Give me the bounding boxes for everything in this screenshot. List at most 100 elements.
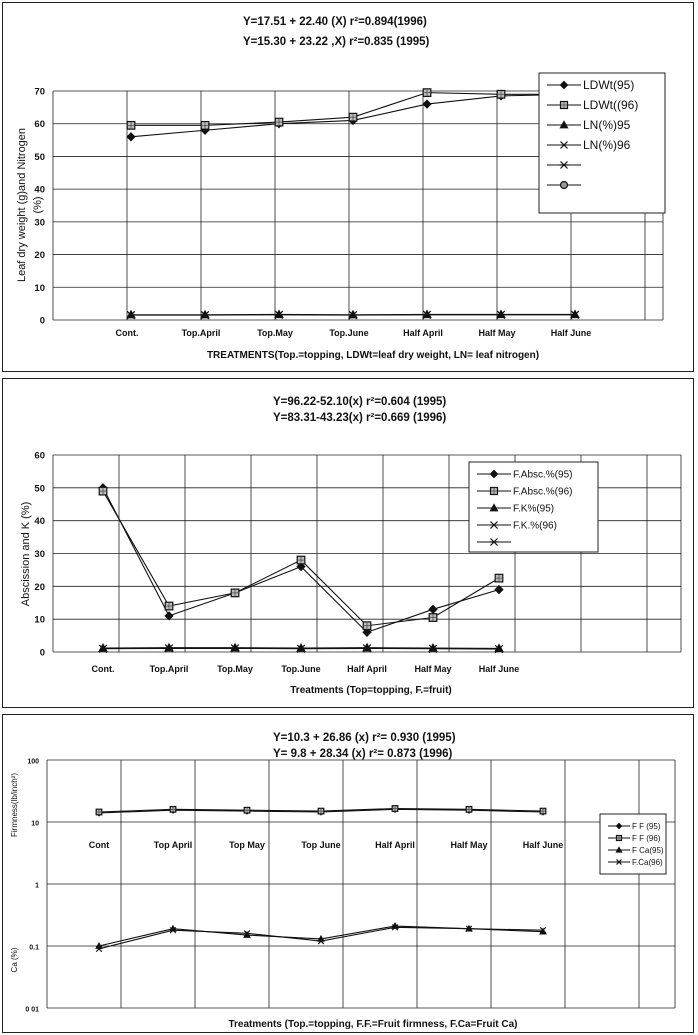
data-point xyxy=(428,643,438,652)
y-tick-label: 30 xyxy=(34,217,45,228)
data-point xyxy=(494,573,504,583)
data-point xyxy=(465,925,473,932)
x-tick-label: Half June xyxy=(551,328,592,338)
y-tick-label: 50 xyxy=(34,483,45,494)
data-point xyxy=(126,132,136,142)
y-tick-label: 20 xyxy=(34,582,45,593)
data-point xyxy=(362,642,372,652)
data-point xyxy=(98,486,108,496)
y-tick-label: 20 xyxy=(34,250,45,261)
data-point xyxy=(539,926,547,934)
data-point xyxy=(200,310,210,320)
data-point xyxy=(243,806,251,814)
data-point xyxy=(98,644,108,653)
data-point xyxy=(428,604,438,614)
y-axis-label: Leaf dry weight (g)and Nitrogen xyxy=(16,128,28,282)
y-axis-label-group: Leaf dry weight (g)and Nitrogen (%) xyxy=(16,128,44,282)
data-point xyxy=(95,945,103,953)
legend-marker xyxy=(490,521,498,529)
data-point xyxy=(465,805,473,813)
data-point xyxy=(274,117,284,127)
firmness-calcium-chart-panel: Y=10.3 + 26.86 (x) r²= 0.930 (1995) Y= 9.… xyxy=(2,714,694,1033)
legend-marker xyxy=(559,161,569,169)
leaf-weight-nitrogen-chart: Y=17.51 + 22.40 (X) r²=0.894(1996) Y=15.3… xyxy=(16,16,666,361)
x-tick-label: Top.June xyxy=(281,664,320,674)
x-tick-label: Half June xyxy=(523,840,564,850)
x-tick-label: Half April xyxy=(347,664,387,674)
legend-label: F F (96) xyxy=(632,834,661,843)
data-point xyxy=(496,310,506,319)
y-tick-label: 0 xyxy=(40,316,45,327)
y-tick-label: 10 xyxy=(34,615,45,626)
data-point xyxy=(126,120,136,130)
x-tick-label: Top June xyxy=(301,840,340,850)
legend-marker xyxy=(615,822,623,830)
x-axis-label: TREATMENTS(Top.=topping, LDWt=leaf dry w… xyxy=(207,350,539,361)
regression-equation: Y= 9.8 + 28.34 (x) r²= 0.873 (1996) xyxy=(273,748,452,760)
abscission-potassium-chart-panel: Y=96.22-52.10(x) r²=0.604 (1995) Y=83.31-… xyxy=(2,378,694,708)
data-point xyxy=(98,643,108,652)
y-tick-label: 1 xyxy=(35,883,39,890)
legend-label: F Ca(95) xyxy=(632,846,664,855)
y-axis-label-unit: (%) xyxy=(32,196,44,213)
y-tick-label: 30 xyxy=(34,549,45,560)
data-point xyxy=(164,601,174,611)
data-point xyxy=(126,310,136,320)
y-tick-label: 40 xyxy=(34,516,45,527)
data-point xyxy=(200,120,210,130)
regression-equation: Y=10.3 + 26.86 (x) r²= 0.930 (1995) xyxy=(273,732,456,744)
legend-marker xyxy=(489,486,499,496)
y-tick-label: 0 xyxy=(40,648,45,659)
x-axis-label: Treatments (Top.=topping, F.F.=Fruit fir… xyxy=(228,1019,517,1030)
x-tick-label: Half April xyxy=(375,840,415,850)
y-tick-label: 0 01 xyxy=(25,1007,39,1014)
data-point xyxy=(317,937,325,945)
y-tick-label: 100 xyxy=(27,759,39,766)
legend-marker xyxy=(489,538,499,546)
x-tick-label: Cont. xyxy=(116,328,139,338)
legend-marker xyxy=(559,80,569,90)
legend-marker xyxy=(615,834,623,842)
legend-marker xyxy=(559,180,569,190)
y-axis-label-top-group: Firmness(lb/inch²) xyxy=(10,773,19,837)
leaf-weight-nitrogen-chart-panel: Y=17.51 + 22.40 (X) r²=0.894(1996) Y=15.3… xyxy=(2,2,694,372)
regression-equation: Y=15.30 + 23.22 ,X) r²=0.835 (1995) xyxy=(243,36,430,48)
data-point xyxy=(164,611,174,621)
data-point xyxy=(296,555,306,565)
x-tick-label: Cont xyxy=(89,840,110,850)
data-point xyxy=(422,88,432,98)
y-tick-label: 10 xyxy=(31,821,39,828)
data-point xyxy=(243,930,251,937)
y-tick-label: 0.1 xyxy=(29,945,39,952)
y-axis-label-bottom: Ca (%) xyxy=(10,947,19,972)
data-point xyxy=(230,588,240,598)
regression-equation: Y=83.31-43.23(x) r²=0.669 (1996) xyxy=(273,412,446,424)
legend-label: F.K.%(96) xyxy=(513,521,557,532)
data-point xyxy=(164,642,174,652)
data-point xyxy=(496,89,506,99)
x-tick-label: Top.May xyxy=(257,328,293,338)
x-tick-label: Half May xyxy=(414,664,451,674)
data-point xyxy=(494,644,504,654)
x-tick-label: Half April xyxy=(403,328,443,338)
data-point xyxy=(169,805,177,813)
data-point xyxy=(428,613,438,622)
abscission-potassium-chart: Y=96.22-52.10(x) r²=0.604 (1995) Y=83.31-… xyxy=(20,396,682,696)
x-tick-label: Top.May xyxy=(217,664,253,674)
legend-box xyxy=(468,461,599,553)
data-point xyxy=(348,310,358,320)
data-point xyxy=(494,584,504,595)
y-tick-label: 10 xyxy=(34,283,45,294)
x-tick-label: Top.April xyxy=(150,664,189,674)
y-axis-label-top: Firmness(lb/inch²) xyxy=(10,773,19,837)
x-tick-label: Half May xyxy=(450,840,487,850)
data-point xyxy=(539,807,547,815)
legend-marker xyxy=(489,503,499,512)
data-point xyxy=(362,621,372,631)
data-point xyxy=(169,926,177,934)
legend-marker xyxy=(559,120,569,129)
x-tick-label: Top May xyxy=(229,840,265,850)
regression-equation: Y=96.22-52.10(x) r²=0.604 (1995) xyxy=(273,396,446,408)
legend-label: F.Absc.%(96) xyxy=(513,487,572,498)
